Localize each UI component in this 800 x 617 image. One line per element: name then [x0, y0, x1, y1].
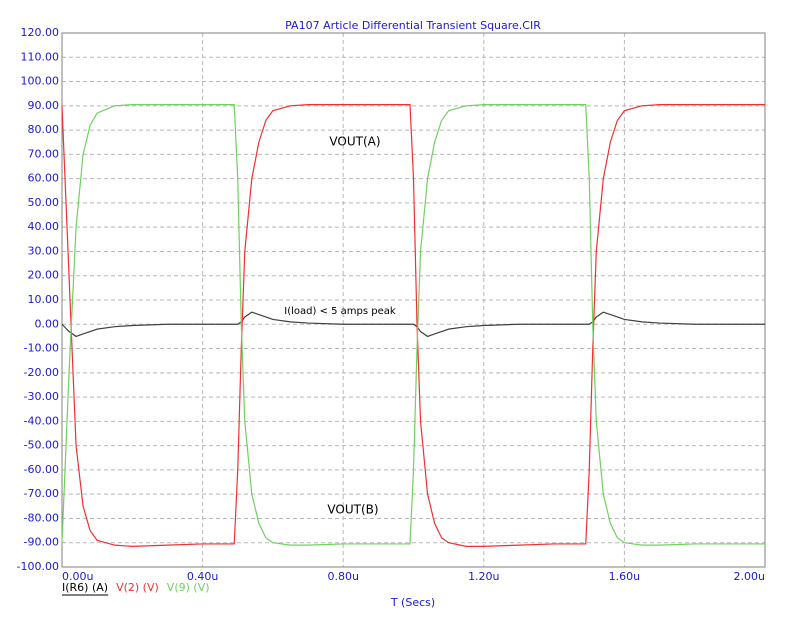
y-tick-label: 40.00	[28, 220, 60, 233]
y-tick-label: 110.00	[21, 50, 60, 63]
y-tick-label: -90.00	[24, 536, 59, 549]
legend-entry: V(9) (V)	[167, 581, 210, 594]
plot-frame	[61, 32, 766, 568]
y-tick-label: 60.00	[28, 172, 60, 185]
series-line	[61, 104, 765, 547]
y-tick-label: 10.00	[28, 293, 60, 306]
x-tick-label: 0.00u	[62, 570, 93, 583]
annotation: VOUT(B)	[327, 503, 378, 517]
series-line	[61, 311, 765, 338]
x-axis-label: T (Secs)	[390, 596, 435, 609]
series-line	[61, 104, 765, 546]
y-tick-label: -70.00	[24, 487, 59, 500]
annotation: VOUT(A)	[329, 135, 380, 149]
y-tick-label: 30.00	[28, 244, 60, 257]
y-tick-label: -10.00	[24, 342, 59, 355]
y-tick-label: 90.00	[28, 99, 60, 112]
y-tick-label: 120.00	[21, 26, 60, 39]
y-tick-label: 20.00	[28, 269, 60, 282]
y-tick-label: 70.00	[28, 147, 60, 160]
annotation: I(load) < 5 amps peak	[284, 306, 396, 317]
x-tick-label: 1.20u	[468, 570, 499, 583]
x-tick-label: 1.60u	[609, 570, 640, 583]
legend-entry: V(2) (V)	[116, 581, 159, 594]
y-tick-label: -40.00	[24, 414, 59, 427]
y-tick-label: -60.00	[24, 463, 59, 476]
y-tick-label: -100.00	[17, 560, 59, 573]
y-tick-label: 0.00	[35, 317, 60, 330]
y-tick-label: 100.00	[21, 75, 60, 88]
y-tick-label: 80.00	[28, 123, 60, 136]
x-tick-label: 2.00u	[734, 570, 765, 583]
x-tick-label: 0.80u	[327, 570, 358, 583]
chart-title: PA107 Article Differential Transient Squ…	[285, 19, 541, 32]
x-tick-label: 0.40u	[187, 570, 218, 583]
y-tick-label: -30.00	[24, 390, 59, 403]
y-tick-label: -50.00	[24, 439, 59, 452]
legend-entry: I(R6) (A)	[62, 581, 108, 594]
y-tick-label: -20.00	[24, 366, 59, 379]
y-tick-label: -80.00	[24, 511, 59, 524]
y-tick-label: 50.00	[28, 196, 60, 209]
